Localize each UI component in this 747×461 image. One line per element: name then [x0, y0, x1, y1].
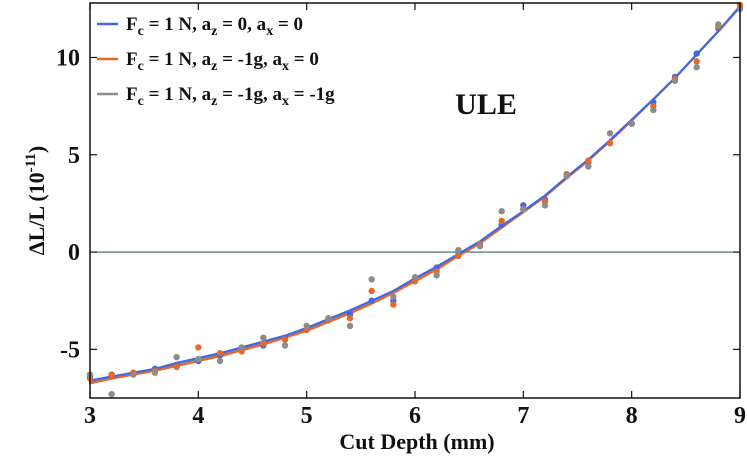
y-tick-label: -5 [60, 337, 80, 363]
legend-subscript: z [211, 59, 217, 74]
series-3-point [195, 355, 202, 363]
legend-text-part: F [126, 84, 138, 105]
x-tick-label: 5 [301, 403, 313, 429]
x-tick-label: 4 [192, 403, 204, 429]
series-3-point [303, 322, 310, 330]
y-tick-label: 5 [68, 143, 80, 169]
legend-subscript: z [211, 94, 217, 109]
legend: Fc = 1 N, az = 0, ax = 0Fc = 1 N, az = -… [97, 14, 335, 109]
series-3-point [390, 293, 397, 301]
legend-text-part: F [126, 14, 138, 35]
series-3-point [130, 371, 137, 378]
y-tick-label: 0 [68, 240, 80, 266]
series-3-point [216, 357, 224, 365]
legend-label: Fc = 1 N, az = 0, ax = 0 [126, 14, 303, 39]
legend-subscript: x [266, 24, 273, 39]
x-tick-label: 8 [626, 403, 638, 429]
legend-text-part: = -1g [289, 84, 335, 105]
series-3-point [476, 243, 484, 250]
x-axis-title: Cut Depth (mm) [339, 429, 494, 454]
series-3-point [281, 342, 289, 349]
series-2-point [455, 252, 462, 260]
legend-text-part: = 0, a [217, 14, 266, 35]
legend-item-2: Fc = 1 N, az = -1g, ax = 0 [97, 49, 319, 74]
series-1-point [368, 297, 375, 304]
series-2-point [108, 371, 115, 378]
axis-ticks: 3 4 5 6 7 8 9 -5 0 5 10 [56, 3, 746, 429]
series-3-point [628, 120, 635, 127]
series-3-point [671, 77, 679, 85]
series-3-point [563, 172, 570, 180]
series-3-point [346, 322, 354, 330]
series-3-point [411, 274, 419, 281]
series-3-point [606, 130, 614, 137]
series-1-point [693, 50, 700, 57]
series-3-point [541, 202, 549, 209]
series-3-point [260, 334, 267, 341]
legend-text-part: = 1 N, a [144, 84, 212, 105]
legend-label: Fc = 1 N, az = -1g, ax = -1g [126, 84, 335, 109]
y-tick-label: 10 [56, 45, 80, 71]
series-2-point [606, 139, 614, 147]
series-2-point [216, 350, 224, 357]
series-3-point [368, 276, 375, 283]
legend-text-part: = 0 [289, 49, 319, 70]
series-2-point [281, 336, 289, 343]
series-3-point [650, 106, 657, 114]
y-axis-title: ΔL/L (10-11) [23, 146, 49, 255]
plot-annotation: ULE [455, 88, 517, 121]
series-2-point [390, 301, 397, 308]
legend-subscript: c [138, 94, 144, 109]
series-3-point [715, 21, 722, 28]
series-3-point [325, 315, 332, 322]
legend-subscript: c [138, 59, 144, 74]
legend-text-part: = 1 N, a [144, 14, 212, 35]
series-2-point [195, 344, 202, 351]
series-3-point [238, 344, 245, 351]
legend-subscript: x [282, 59, 289, 74]
series-2-point [498, 217, 505, 225]
series-3-point [108, 390, 115, 398]
legend-subscript: x [282, 94, 289, 109]
y-axis-title-exponent: -11 [23, 153, 39, 172]
legend-label: Fc = 1 N, az = -1g, ax = 0 [126, 49, 319, 74]
x-tick-label: 3 [84, 403, 96, 429]
series-2-point [346, 315, 354, 322]
x-tick-label: 6 [409, 403, 421, 429]
legend-subscript: c [138, 24, 144, 39]
series-3-point [151, 369, 159, 376]
legend-text-part: = -1g, a [217, 84, 282, 105]
legend-text-part: = -1g, a [217, 49, 282, 70]
series-2-point [368, 287, 375, 295]
series-3-point [173, 353, 180, 361]
legend-item-1: Fc = 1 N, az = 0, ax = 0 [97, 14, 303, 39]
series-3-point [585, 163, 592, 170]
legend-text-part: = 0 [273, 14, 303, 35]
series-3-point [498, 208, 505, 215]
series-2-point [260, 340, 267, 347]
legend-text-part: = 1 N, a [144, 49, 212, 70]
series-3-point [693, 64, 700, 71]
plot-content [86, 1, 744, 398]
x-tick-label: 9 [734, 403, 746, 429]
legend-text-part: F [126, 49, 138, 70]
legend-item-3: Fc = 1 N, az = -1g, ax = -1g [97, 84, 335, 109]
series-2-point [693, 58, 700, 65]
series-2-point [173, 363, 180, 371]
series-3-point [520, 206, 527, 213]
y-axis-title-end: ) [24, 146, 49, 153]
x-tick-label: 7 [517, 403, 529, 429]
y-axis-title-main: ΔL/L (10 [24, 172, 49, 255]
series-3-point [433, 272, 440, 279]
legend-subscript: z [211, 24, 217, 39]
series-2-point [585, 157, 592, 164]
series-3-point [455, 246, 462, 254]
